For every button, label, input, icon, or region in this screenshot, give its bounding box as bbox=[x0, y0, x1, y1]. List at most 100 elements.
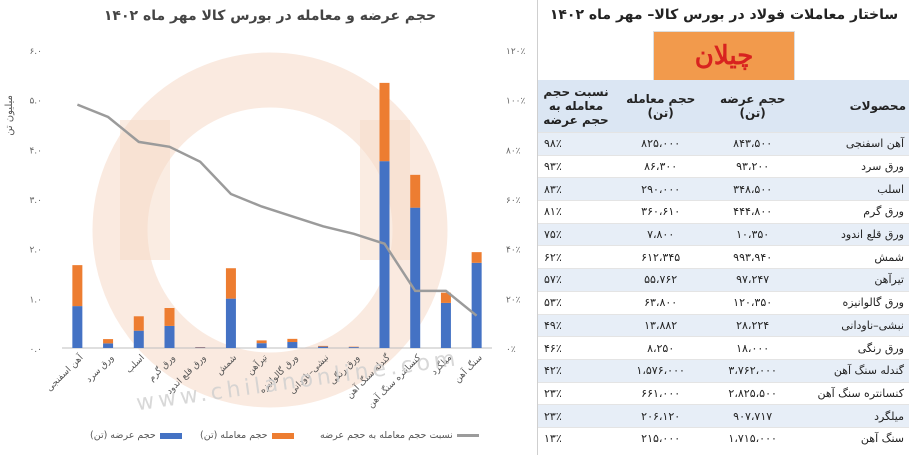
cell-ratio: ۸۱٪ bbox=[538, 200, 614, 224]
cell-supply: ۹۳،۲۰۰ bbox=[707, 154, 798, 178]
legend: حجم عرضه (تن) حجم معامله (تن) نسبت حجم م… bbox=[60, 430, 530, 444]
data-table: محصولات حجم عرضه (تن) حجم معامله (تن) نس… bbox=[538, 80, 909, 450]
cell-ratio: ۸۳٪ bbox=[538, 177, 614, 201]
y-tick-label: ۲.۰ bbox=[29, 246, 42, 256]
bar-supply bbox=[471, 262, 482, 348]
table-row: اسلب ۳۴۸،۵۰۰ ۲۹۰،۰۰۰ ۸۳٪ bbox=[538, 177, 909, 201]
legend-line-ratio bbox=[456, 434, 479, 437]
bar-traded bbox=[471, 252, 482, 263]
cell-traded: ۲۰۶،۱۲۰ bbox=[614, 404, 708, 428]
chart-title: حجم عرضه و معامله در بورس کالا مهر ماه ۱… bbox=[103, 8, 437, 24]
cell-ratio: ۱۳٪ bbox=[538, 426, 614, 450]
cell-supply: ۳۴۸،۵۰۰ bbox=[707, 177, 798, 201]
cell-traded: ۶۶۱،۰۰۰ bbox=[614, 381, 708, 405]
y-tick-label: ۳.۰ bbox=[29, 196, 42, 206]
table-row: شمش ۹۹۳،۹۴۰ ۶۱۲،۳۴۵ ۶۲٪ bbox=[538, 245, 909, 269]
cell-ratio: ۶۲٪ bbox=[538, 245, 614, 269]
cell-supply: ۱،۷۱۵،۰۰۰ bbox=[707, 426, 798, 450]
chart-panel: ۰.۰ ۱.۰ ۲.۰ ۳.۰ ۴.۰ ۵.۰ ۶.۰ ۰٪ ۲۰٪ ۴۰٪ ۶۰٪ ۸۰٪ ۱۰۰٪ ۱… bbox=[4, 8, 530, 444]
table-header-row: محصولات حجم عرضه (تن) حجم معامله (تن) نس… bbox=[538, 80, 909, 133]
bar-traded bbox=[103, 339, 114, 344]
cell-product: اسلب bbox=[798, 177, 909, 201]
cell-product: گندله سنگ آهن bbox=[798, 358, 909, 383]
y2-tick-label: ۰٪ bbox=[506, 345, 516, 355]
cell-ratio: ۲۳٪ bbox=[538, 404, 614, 428]
cell-traded: ۸۲۵،۰۰۰ bbox=[614, 132, 708, 156]
header-traded: حجم معامله (تن) bbox=[614, 80, 708, 133]
y2-tick-label: ۱۲۰٪ bbox=[506, 47, 526, 57]
cell-product: ورق رنگی bbox=[798, 336, 909, 360]
cell-product: کنسانتره سنگ آهن bbox=[798, 381, 909, 405]
y-axis-label: میلیون تن bbox=[4, 95, 15, 136]
bar-traded bbox=[72, 265, 83, 307]
y2-tick-label: ۴۰٪ bbox=[506, 246, 521, 256]
header-product: محصولات bbox=[798, 80, 909, 133]
bar-traded bbox=[133, 316, 144, 331]
bar-supply bbox=[103, 343, 114, 348]
cell-product: آهن اسفنجی bbox=[798, 132, 909, 156]
cell-traded: ۸۶،۳۰۰ bbox=[614, 154, 708, 178]
y2-tick-label: ۶۰٪ bbox=[506, 196, 521, 206]
cell-supply: ۳،۷۶۲،۰۰۰ bbox=[707, 358, 798, 383]
legend-item-traded: حجم معامله (تن) bbox=[200, 430, 294, 441]
x-tick-label: آهن اسفنجی bbox=[43, 351, 85, 393]
bar-supply bbox=[133, 330, 144, 348]
cell-product: تیرآهن bbox=[798, 268, 909, 292]
legend-item-ratio: نسبت حجم معامله به حجم عرضه bbox=[320, 430, 479, 441]
cell-traded: ۶۳،۸۰۰ bbox=[614, 290, 708, 314]
bar-supply bbox=[379, 161, 390, 348]
bar-supply bbox=[195, 347, 206, 348]
table-row: ورق گالوانیزه ۱۲۰،۳۵۰ ۶۳،۸۰۰ ۵۳٪ bbox=[538, 290, 909, 314]
bar-supply bbox=[225, 298, 236, 348]
cell-ratio: ۴۶٪ bbox=[538, 336, 614, 360]
cell-supply: ۲۸،۲۲۴ bbox=[707, 313, 798, 337]
bar-supply bbox=[410, 207, 421, 348]
y2-tick-label: ۲۰٪ bbox=[506, 295, 521, 305]
bar-traded bbox=[225, 268, 236, 299]
bar-supply bbox=[164, 325, 175, 348]
legend-label-supply: حجم عرضه (تن) bbox=[90, 430, 156, 441]
table-row: تیرآهن ۹۷،۲۴۷ ۵۵،۷۶۲ ۵۷٪ bbox=[538, 268, 909, 292]
bar-supply bbox=[348, 347, 359, 348]
y-tick-label: ۵.۰ bbox=[29, 97, 42, 107]
legend-item-supply: حجم عرضه (تن) bbox=[90, 430, 182, 441]
cell-product: ورق گالوانیزه bbox=[798, 290, 909, 314]
cell-traded: ۱،۵۷۶،۰۰۰ bbox=[614, 358, 708, 383]
cell-supply: ۴۴۴،۸۰۰ bbox=[707, 200, 798, 224]
cell-traded: ۶۱۲،۳۴۵ bbox=[614, 245, 708, 269]
cell-product: ورق گرم bbox=[798, 200, 909, 224]
cell-ratio: ۴۲٪ bbox=[538, 358, 614, 383]
cell-traded: ۷،۸۰۰ bbox=[614, 222, 708, 246]
table-title: ساختار معاملات فولاد در بورس کالا– مهر م… bbox=[549, 7, 899, 23]
cell-ratio: ۷۵٪ bbox=[538, 222, 614, 246]
cell-traded: ۱۳،۸۸۲ bbox=[614, 313, 708, 337]
bar-traded bbox=[318, 345, 329, 347]
y-tick-label: ۴.۰ bbox=[29, 146, 42, 156]
table-row: نبشی–ناودانی ۲۸،۲۲۴ ۱۳،۸۸۲ ۴۹٪ bbox=[538, 313, 909, 337]
cell-product: شمش bbox=[798, 245, 909, 269]
bar-supply bbox=[287, 342, 298, 348]
y2-tick-label: ۸۰٪ bbox=[506, 146, 521, 156]
cell-supply: ۹۷،۲۴۷ bbox=[707, 268, 798, 292]
cell-ratio: ۲۳٪ bbox=[538, 381, 614, 405]
cell-product: ورق سرد bbox=[798, 154, 909, 178]
cell-product: ورق قلع اندود bbox=[798, 222, 909, 246]
bar-traded bbox=[440, 292, 451, 303]
x-tick-label: ورق سرد bbox=[84, 353, 116, 385]
table-row: کنسانتره سنگ آهن ۲،۸۲۵،۵۰۰ ۶۶۱،۰۰۰ ۲۳٪ bbox=[538, 381, 909, 405]
bar-traded bbox=[379, 82, 390, 162]
bar-traded bbox=[287, 338, 298, 343]
y-tick-label: ۱.۰ bbox=[29, 295, 42, 305]
cell-supply: ۱۲۰،۳۵۰ bbox=[707, 290, 798, 314]
table-row: ورق گرم ۴۴۴،۸۰۰ ۳۶۰،۶۱۰ ۸۱٪ bbox=[538, 200, 909, 224]
y2-tick-label: ۱۰۰٪ bbox=[506, 97, 526, 107]
cell-product: میلگرد bbox=[798, 404, 909, 428]
bar-supply bbox=[440, 302, 451, 348]
y-tick-label: ۶.۰ bbox=[29, 47, 42, 57]
cell-traded: ۲۹۰،۰۰۰ bbox=[614, 177, 708, 201]
cell-product: سنگ آهن bbox=[798, 426, 909, 450]
cell-ratio: ۹۸٪ bbox=[538, 132, 614, 156]
table-row: میلگرد ۹۰۷،۷۱۷ ۲۰۶،۱۲۰ ۲۳٪ bbox=[538, 404, 909, 428]
logo-text: چیلان bbox=[694, 41, 754, 71]
cell-traded: ۸،۲۵۰ bbox=[614, 336, 708, 360]
